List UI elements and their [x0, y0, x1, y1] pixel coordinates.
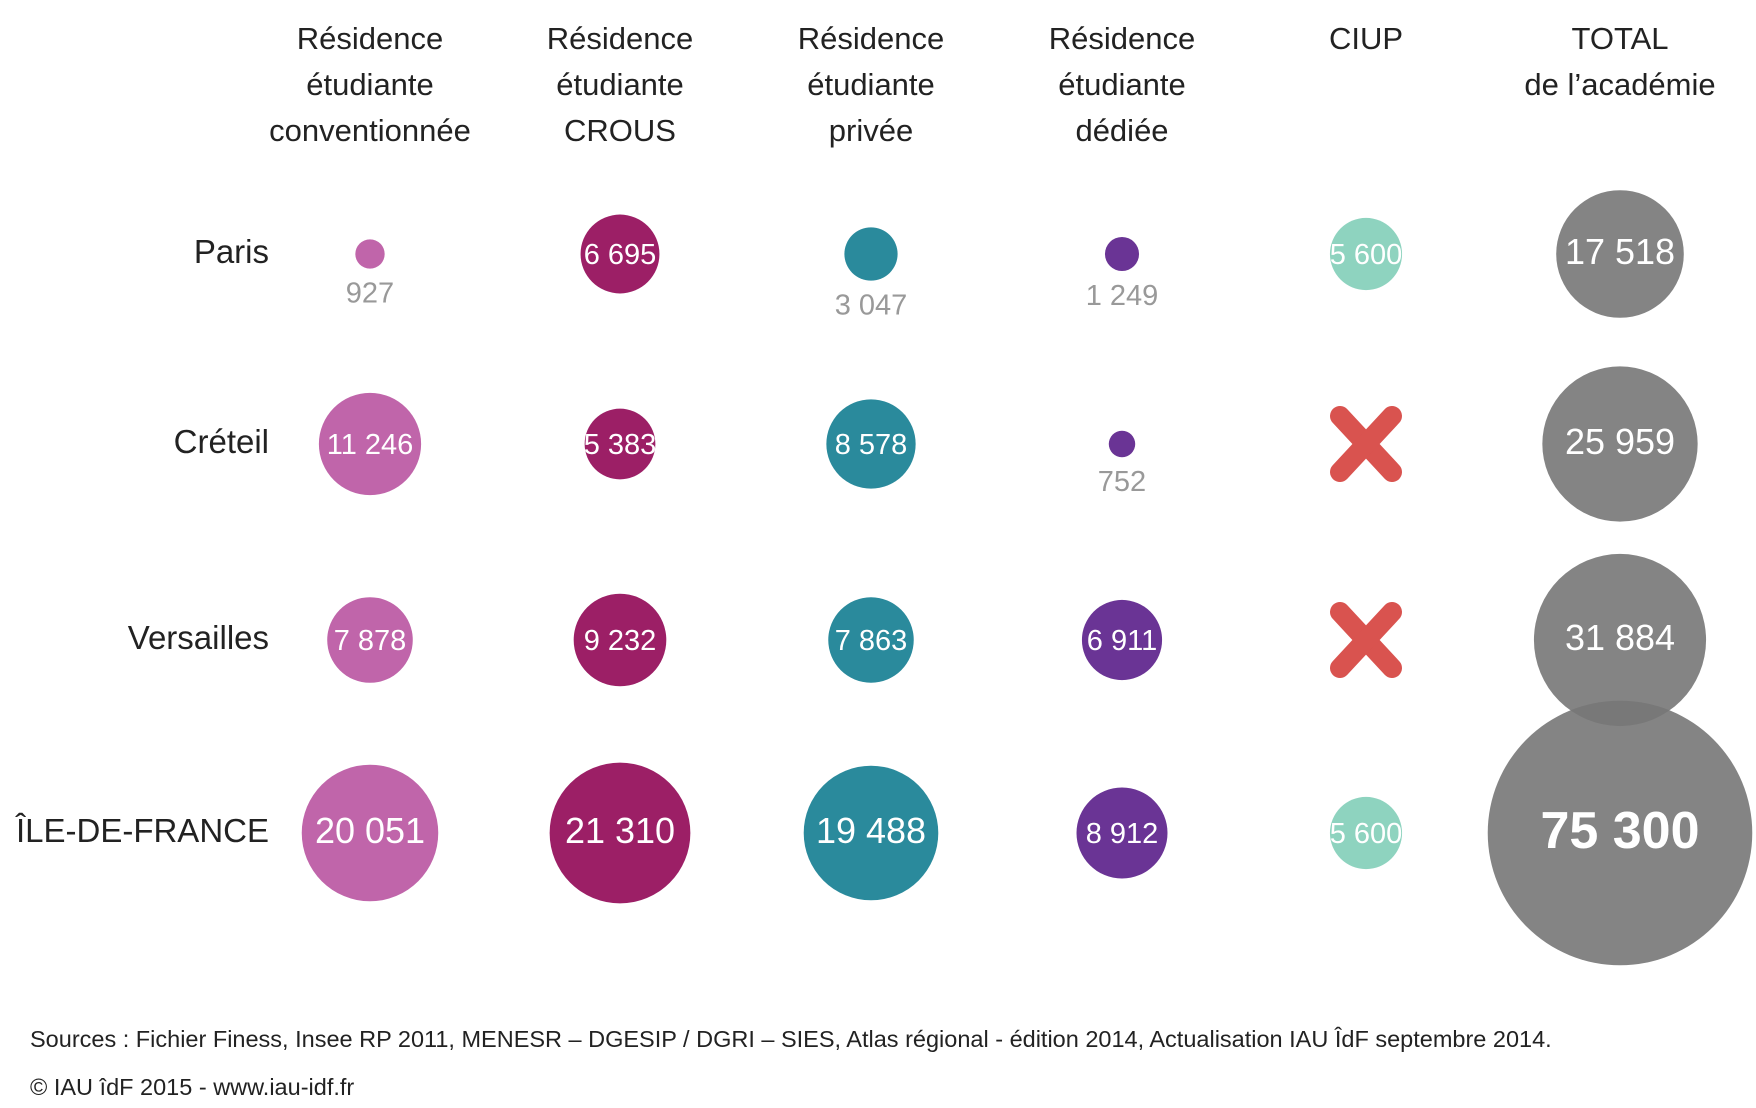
bubble: [1081, 599, 1163, 681]
value-label: 20 051: [315, 810, 425, 851]
column-header: Résidence étudiante conventionnée: [269, 21, 471, 148]
value-label: 11 246: [327, 429, 414, 461]
value-label: 5 600: [1330, 818, 1403, 850]
value-label: 31 884: [1565, 617, 1675, 658]
value-label: 3 047: [835, 290, 908, 322]
bubble: [1487, 700, 1753, 966]
bubble: [1556, 190, 1684, 318]
value-label: 7 863: [835, 625, 908, 657]
not-available: [1330, 406, 1402, 482]
value-label: 75 300: [1540, 802, 1699, 860]
bubble: [1104, 236, 1140, 272]
value-label: 7 878: [334, 625, 407, 657]
row-label: ÎLE-DE-FRANCE: [15, 812, 269, 849]
bubble: [1076, 787, 1168, 879]
value-label: 25 959: [1565, 421, 1675, 462]
credit: © IAU îdF 2015 - www.iau-idf.fr: [30, 1074, 355, 1100]
bubble: [318, 392, 422, 496]
value-label: 927: [346, 278, 394, 310]
bubble: [549, 762, 691, 904]
value-label: 5 383: [584, 429, 657, 461]
value-label: 9 232: [584, 625, 657, 657]
bubble: [1329, 796, 1403, 870]
bubble: [1542, 366, 1698, 522]
value-label: 8 912: [1086, 818, 1159, 850]
not-available: [1330, 602, 1402, 678]
value-label: 5 600: [1330, 239, 1403, 271]
value-label: 6 911: [1087, 625, 1157, 657]
value-label: 1 249: [1086, 280, 1159, 312]
row-label: Paris: [193, 233, 269, 270]
value-label: 752: [1098, 466, 1146, 498]
bubble: [301, 764, 439, 902]
row-label: Versailles: [127, 619, 269, 656]
column-header: Résidence étudiante dédiée: [1048, 21, 1196, 148]
bubble: [355, 239, 385, 269]
value-label: 21 310: [565, 810, 675, 851]
column-header: TOTAL de l’académie: [1524, 21, 1716, 102]
value-label: 19 488: [816, 810, 926, 851]
column-header: Résidence étudiante privée: [797, 21, 945, 148]
value-label: 17 518: [1565, 231, 1675, 272]
cross-stroke: [1330, 406, 1402, 482]
value-label: 6 695: [584, 239, 657, 271]
bubble: [826, 399, 916, 489]
bubble: [584, 408, 656, 480]
bubble: [1108, 430, 1136, 458]
bubble: [844, 227, 898, 281]
bubble: [573, 593, 667, 687]
row-label: Créteil: [173, 423, 269, 460]
bubble: [327, 597, 413, 683]
bubble: [1533, 553, 1707, 727]
column-header: CIUP: [1328, 21, 1404, 56]
bubble: [1329, 217, 1403, 291]
column-header: Résidence étudiante CROUS: [546, 21, 694, 148]
source: Sources : Fichier Finess, Insee RP 2011,…: [30, 1026, 1552, 1052]
value-label: 8 578: [835, 429, 908, 461]
cross-stroke: [1330, 602, 1402, 678]
bubble: [803, 765, 939, 901]
bubble: [580, 214, 660, 294]
bubble: [828, 597, 914, 683]
